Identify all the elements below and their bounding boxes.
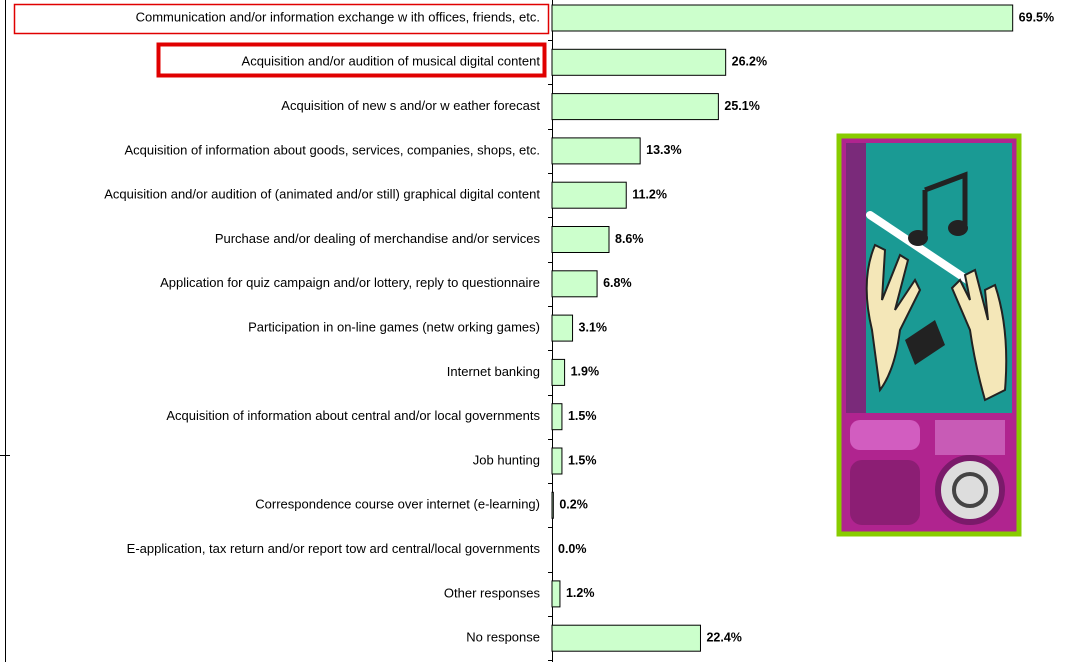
category-label: E-application, tax return and/or report …	[127, 541, 541, 556]
value-label: 1.2%	[566, 586, 595, 600]
category-label: Acquisition and/or audition of musical d…	[242, 54, 541, 69]
value-label: 1.9%	[571, 365, 600, 379]
value-label: 22.4%	[706, 630, 741, 644]
value-label: 13.3%	[646, 143, 681, 157]
bar	[551, 580, 561, 608]
phone-illustration	[836, 133, 1022, 537]
category-label: No response	[466, 630, 540, 645]
category-label: Application for quiz campaign and/or lot…	[160, 275, 540, 290]
category-label: Participation in on-line games (netw ork…	[248, 320, 540, 335]
value-label: 1.5%	[568, 453, 597, 467]
bar	[551, 403, 563, 431]
bar	[551, 358, 566, 386]
bar	[551, 4, 1014, 32]
value-label: 0.2%	[559, 498, 588, 512]
value-label: 25.1%	[724, 99, 759, 113]
bar	[551, 226, 610, 253]
category-label: Other responses	[444, 585, 541, 600]
value-label: 3.1%	[579, 320, 608, 334]
value-label: 0.0%	[558, 542, 587, 556]
value-label: 11.2%	[632, 187, 667, 201]
value-label: 69.5%	[1019, 10, 1054, 24]
category-label: Job hunting	[473, 452, 540, 467]
category-label: Acquisition of information about goods, …	[125, 142, 541, 157]
bar	[551, 48, 727, 76]
category-label: Acquisition of information about central…	[166, 408, 540, 423]
value-label: 1.5%	[568, 409, 597, 423]
value-label: 6.8%	[603, 276, 632, 290]
category-label: Internet banking	[447, 364, 540, 379]
category-label: Acquisition and/or audition of (animated…	[104, 187, 540, 202]
bar	[551, 447, 563, 475]
category-label: Communication and/or information exchang…	[136, 9, 540, 24]
category-label: Correspondence course over internet (e-l…	[255, 497, 540, 512]
bar	[551, 93, 719, 121]
value-label: 26.2%	[732, 55, 767, 69]
bar	[551, 314, 574, 342]
highlight-box	[13, 3, 550, 35]
bar	[551, 137, 641, 165]
value-label: 8.6%	[615, 232, 644, 246]
bar	[551, 270, 598, 298]
category-label: Purchase and/or dealing of merchandise a…	[215, 231, 541, 246]
bar	[551, 181, 627, 209]
highlight-box	[156, 42, 547, 78]
category-label: Acquisition of new s and/or w eather for…	[281, 98, 540, 113]
bar	[551, 624, 701, 652]
bar	[551, 491, 554, 519]
